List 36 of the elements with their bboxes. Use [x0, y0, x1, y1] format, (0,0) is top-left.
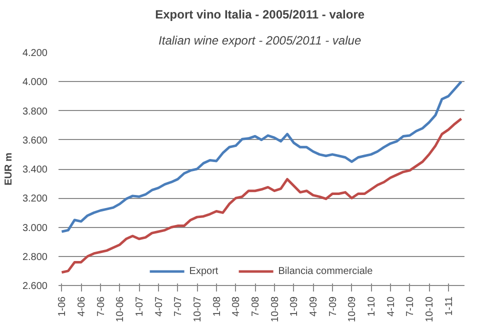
x-tick-label: 1-08 — [212, 296, 223, 317]
y-tick-label: 3.600 — [22, 135, 48, 146]
y-tick-label: 2.800 — [22, 252, 48, 263]
y-tick-label: 4.200 — [22, 48, 48, 59]
x-tick-label: 10-07 — [192, 296, 204, 322]
x-tick-label: 7-09 — [328, 296, 339, 317]
x-tick-label: 1-07 — [134, 296, 146, 317]
x-tick-label: 4-09 — [308, 296, 320, 317]
line-series — [60, 80, 463, 233]
chart-title: Export vino Italia - 2005/2011 - valore — [155, 8, 365, 22]
x-tick-label: 7-06 — [96, 296, 107, 317]
legend-label: Bilancia commerciale — [278, 266, 373, 276]
y-tick-label: 3.400 — [22, 164, 48, 176]
x-tick-label: 10-06 — [115, 296, 126, 322]
x-tick-label: 4-07 — [154, 296, 165, 317]
x-tick-label: 7-10 — [405, 296, 416, 317]
legend-label: Export — [189, 266, 218, 276]
y-axis-title: EUR m — [3, 152, 14, 186]
y-tick-label: 2.600 — [22, 281, 48, 292]
x-tick-label: 7-07 — [173, 296, 184, 317]
x-tick-label: 1-09 — [289, 296, 300, 317]
x-tick-label: 10-08 — [270, 296, 281, 322]
y-tick-label: 3.000 — [22, 222, 48, 234]
x-tick-label: 7-08 — [250, 296, 262, 317]
y-tick-label: 4.000 — [22, 77, 48, 88]
x-tick-label: 10-10 — [424, 296, 436, 322]
x-tick-label: 10-09 — [347, 296, 358, 322]
x-tick-label: 1-06 — [57, 296, 68, 317]
y-tick-label: 3.200 — [22, 194, 48, 205]
y-tick-label: 3.800 — [22, 106, 48, 118]
x-tick-label: 4-08 — [231, 296, 242, 317]
x-tick-label: 4-06 — [76, 296, 88, 317]
x-tick-label: 4-10 — [386, 296, 397, 317]
x-tick-label: 1-11 — [444, 296, 455, 316]
x-tick-label: 1-10 — [366, 296, 378, 317]
chart-subtitle: Italian wine export - 2005/2011 - value — [158, 34, 362, 48]
